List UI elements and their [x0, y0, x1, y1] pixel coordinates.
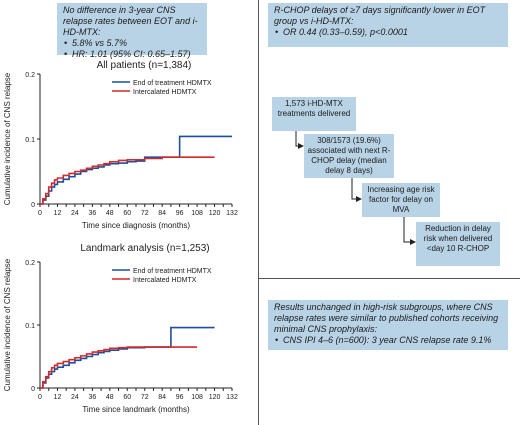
x-tick-label: 108	[191, 394, 203, 401]
summary-bottom-bullets: CNS IPI 4–6 (n=600): 3 year CNS relapse …	[274, 335, 502, 346]
flow-step-1: 1,573 i-HD-MTX treatments delivered	[272, 97, 356, 131]
x-axis-label: Time since diagnosis (months)	[82, 221, 191, 230]
legend-label: Intercalated HDMTX	[133, 277, 197, 284]
summary-right-bullets: OR 0.44 (0.33–0.59), p<0.0001	[274, 27, 502, 38]
x-tick-label: 36	[88, 394, 96, 401]
flow-arrow-3	[403, 217, 416, 245]
x-tick-label: 36	[88, 210, 96, 217]
flow-connectors	[295, 131, 416, 245]
summary-bottom-bullet-1: CNS IPI 4–6 (n=600): 3 year CNS relapse …	[275, 335, 502, 346]
y-tick-label: 0	[31, 386, 35, 393]
summary-left-heading: No difference in 3-year CNS relapse rate…	[63, 5, 198, 37]
chart-all-patients: 0 0.1 0.2 0 12 24 36 48 60 72 84 96 108 120 132 Time si…	[3, 72, 238, 230]
x-tick-label: 24	[71, 210, 79, 217]
y-axis-label: Cumulative incidence of CNS relapse	[3, 258, 12, 391]
x-tick-label: 48	[106, 210, 114, 217]
series-line-intercalated	[40, 346, 198, 389]
flow-step-2: 308/1573 (19.6%) associated with next R-…	[304, 134, 394, 178]
y-tick-label: 0	[31, 202, 35, 209]
x-tick-label: 84	[158, 210, 166, 217]
x-tick-label: 108	[191, 210, 203, 217]
horizontal-divider	[258, 278, 520, 279]
flow-arrow-2	[351, 178, 362, 202]
x-tick-label: 24	[71, 394, 79, 401]
chart-2-title: Landmark analysis (n=1,253)	[80, 243, 210, 254]
summary-left-bullet-1: 5.8% vs 5.7%	[64, 38, 201, 49]
summary-right-heading: R-CHOP delays of ≥7 days significantly l…	[274, 5, 486, 26]
x-tick-label: 0	[38, 394, 42, 401]
chart-1-title: All patients (n=1,384)	[96, 60, 192, 71]
x-tick-label: 0	[38, 210, 42, 217]
flow-arrow-1	[295, 131, 304, 149]
x-tick-label: 48	[106, 394, 114, 401]
x-tick-label: 12	[54, 210, 62, 217]
summary-left-bullet-2: HR: 1.01 (95% CI: 0.65–1.57)	[64, 49, 201, 60]
x-tick-label: 72	[141, 394, 149, 401]
x-tick-label: 12	[54, 394, 62, 401]
x-tick-label: 96	[176, 210, 184, 217]
summary-box-bottom: Results unchanged in high-risk subgroups…	[268, 300, 508, 350]
x-tick-label: 60	[123, 210, 131, 217]
x-tick-label: 60	[123, 394, 131, 401]
summary-left-bullets: 5.8% vs 5.7% HR: 1.01 (95% CI: 0.65–1.57…	[63, 38, 201, 60]
summary-box-right: R-CHOP delays of ≥7 days significantly l…	[268, 3, 508, 47]
y-tick-label: 0.2	[25, 72, 35, 79]
flow-step-4: Reduction in delay risk when delivered <…	[416, 222, 500, 266]
x-tick-label: 120	[209, 394, 221, 401]
x-tick-label: 120	[209, 210, 221, 217]
y-tick-label: 0.1	[25, 137, 35, 144]
series-line-intercalated	[40, 156, 215, 205]
y-axis-label: Cumulative incidence of CNS relapse	[3, 72, 12, 205]
summary-right-bullet-1: OR 0.44 (0.33–0.59), p<0.0001	[275, 27, 502, 38]
series-line-eot	[40, 326, 215, 389]
x-tick-label: 84	[158, 394, 166, 401]
chart-landmark-analysis: 0 0.1 0.2 0 12 24 36 48 60 72 84 96 108 120 132 Time si…	[3, 258, 238, 414]
flow-step-3: Increasing age risk factor for delay on …	[362, 183, 440, 217]
summary-bottom-heading: Results unchanged in high-risk subgroups…	[274, 302, 499, 334]
legend-label: Intercalated HDMTX	[133, 89, 197, 96]
y-tick-label: 0.1	[25, 323, 35, 330]
legend-label: End of treatment HDMTX	[133, 80, 212, 87]
summary-box-left: No difference in 3-year CNS relapse rate…	[57, 3, 207, 60]
x-tick-label: 132	[226, 210, 238, 217]
vertical-divider	[258, 0, 259, 425]
y-tick-label: 0.2	[25, 260, 35, 267]
legend-label: End of treatment HDMTX	[133, 268, 212, 275]
x-tick-label: 72	[141, 210, 149, 217]
series-line-eot	[40, 135, 232, 205]
x-tick-label: 96	[176, 394, 184, 401]
x-axis-label: Time since landmark (months)	[82, 405, 190, 414]
x-tick-label: 132	[226, 394, 238, 401]
